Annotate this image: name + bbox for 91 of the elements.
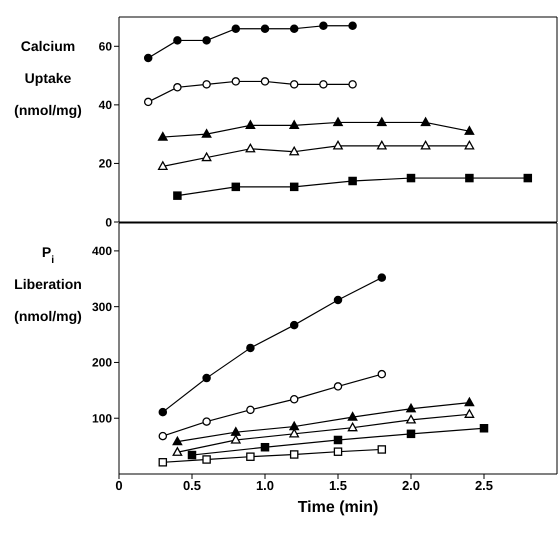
y-tick-label: 300 [92, 300, 112, 314]
point [260, 24, 270, 33]
point [172, 447, 182, 456]
point [230, 427, 241, 436]
point [202, 80, 211, 89]
x-tick-label: 1.5 [328, 478, 348, 494]
point [333, 117, 343, 126]
point [158, 408, 168, 416]
point [230, 434, 241, 444]
point [334, 436, 342, 444]
point [464, 409, 474, 418]
point [260, 77, 270, 86]
point [465, 174, 474, 182]
point [173, 191, 182, 200]
point [246, 344, 255, 352]
y-axis-title: Calcium Uptake (nmol/mg) [14, 38, 82, 118]
point [289, 120, 300, 130]
x-tick-label: 2.5 [474, 478, 494, 494]
point [524, 174, 532, 182]
point [232, 24, 240, 33]
point [464, 126, 474, 135]
point [289, 421, 300, 430]
point [246, 120, 256, 130]
point [232, 77, 240, 86]
point [144, 54, 152, 62]
point [290, 320, 298, 330]
point [172, 436, 182, 446]
point [290, 450, 298, 459]
y-tick-label: 100 [92, 411, 112, 426]
y-tick-label: 200 [92, 356, 112, 370]
point [290, 395, 298, 404]
point [376, 117, 387, 126]
point [290, 182, 298, 192]
y-tick-label: 60 [98, 40, 112, 54]
point [464, 140, 474, 150]
point [173, 83, 182, 92]
point [246, 406, 255, 414]
point [348, 80, 357, 89]
point [378, 273, 386, 282]
y-tick-label: 40 [98, 98, 112, 112]
x-axis-title: Time (min) [298, 499, 378, 516]
point [376, 140, 387, 150]
x-tick-label: 0 [115, 478, 123, 494]
point [378, 370, 386, 378]
y-axis-title: P$_{i}$ Liberation (nmol/mg) [14, 244, 82, 324]
point [289, 428, 300, 438]
point [334, 296, 342, 304]
y-tick-label: 20 [98, 156, 112, 171]
point [289, 146, 300, 156]
point [348, 412, 358, 421]
point [406, 404, 416, 412]
point [246, 144, 256, 152]
point [348, 22, 357, 30]
point [290, 24, 298, 33]
x-tick-label: 1.0 [256, 478, 274, 494]
point [334, 447, 342, 456]
point [173, 36, 182, 45]
point [319, 80, 328, 89]
point [246, 452, 255, 461]
point [202, 455, 211, 464]
y-tick-label: 0 [105, 215, 112, 230]
point [158, 432, 168, 440]
point [406, 414, 416, 424]
x-tick-label: 2.0 [402, 478, 420, 494]
point [464, 397, 474, 406]
point [202, 36, 211, 45]
point [158, 161, 168, 170]
point [202, 417, 211, 426]
point [232, 182, 240, 192]
point [158, 458, 168, 467]
point [406, 174, 416, 182]
point [144, 98, 152, 106]
point [333, 140, 343, 150]
point [334, 382, 342, 391]
point [158, 132, 168, 141]
point [260, 442, 270, 452]
point [406, 430, 416, 438]
point [420, 140, 430, 150]
point [319, 22, 328, 30]
point [202, 374, 211, 382]
y-tick-label: 400 [92, 244, 112, 258]
point [188, 450, 196, 460]
point [202, 128, 212, 138]
point [202, 152, 212, 162]
point [420, 117, 430, 126]
point [348, 176, 357, 186]
point [480, 424, 488, 433]
point [378, 445, 386, 454]
point [290, 80, 298, 89]
point [348, 422, 358, 432]
x-tick-label: 0.5 [182, 478, 202, 494]
